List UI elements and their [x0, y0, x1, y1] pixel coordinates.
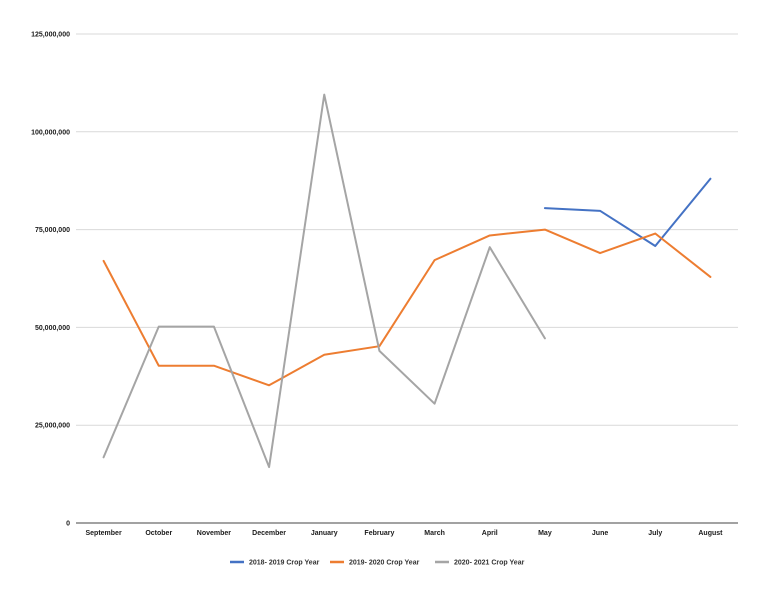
x-tick-label-december: December [252, 530, 286, 537]
data-point-2019-2020-crop-year-january [323, 354, 325, 356]
series-2018-2019-crop-year [543, 177, 712, 248]
data-point-2019-2020-crop-year-august [709, 276, 711, 278]
series-2020-2021-crop-year [102, 93, 546, 469]
data-point-2020-2021-crop-year-february [378, 350, 380, 352]
y-tick-label: 0 [66, 521, 70, 528]
legend-item-2018-2019-crop-year: 2018- 2019 Crop Year [230, 560, 320, 567]
x-tick-label-march: March [424, 530, 445, 537]
data-point-2019-2020-crop-year-september [103, 260, 105, 262]
x-tick-label-january: January [311, 530, 338, 537]
data-point-2019-2020-crop-year-november [213, 365, 215, 367]
data-point-2020-2021-crop-year-march [434, 403, 436, 405]
x-tick-label-june: June [592, 530, 608, 537]
data-point-2018-2019-crop-year-june [599, 210, 601, 212]
legend-label: 2019- 2020 Crop Year [349, 560, 420, 567]
data-point-2019-2020-crop-year-june [599, 252, 601, 254]
data-point-2018-2019-crop-year-may [544, 207, 546, 209]
data-point-2020-2021-crop-year-november [213, 326, 215, 328]
data-point-2020-2021-crop-year-april [489, 246, 491, 248]
x-axis-tick-labels: September October November December January F… [85, 530, 723, 537]
y-tick-label: 75,000,000 [35, 227, 70, 234]
series-line-2019-2020-crop-year [102, 228, 712, 387]
series-lines [102, 93, 712, 469]
x-tick-label-october: October [145, 530, 172, 537]
x-tick-label-july: July [648, 530, 662, 537]
data-point-2018-2019-crop-year-july [654, 245, 656, 247]
y-tick-label: 50,000,000 [35, 325, 70, 332]
series-line-2018-2019-crop-year [543, 177, 712, 248]
y-tick-label: 25,000,000 [35, 423, 70, 430]
x-tick-label-november: November [197, 530, 232, 537]
x-tick-label-september: September [85, 530, 121, 537]
data-point-2020-2021-crop-year-january [323, 94, 325, 96]
data-point-2020-2021-crop-year-september [103, 456, 105, 458]
data-point-2019-2020-crop-year-december [268, 384, 270, 386]
legend: 2018- 2019 Crop Year 2019- 2020 Crop Year… [230, 560, 525, 567]
data-point-2020-2021-crop-year-december [268, 466, 270, 468]
y-axis-tick-labels: 0 25,000,000 50,000,000 75,000,000 100,000,0… [31, 32, 70, 528]
legend-label: 2018- 2019 Crop Year [249, 560, 320, 567]
x-tick-label-february: February [364, 530, 394, 537]
data-point-2019-2020-crop-year-april [489, 234, 491, 236]
data-point-2019-2020-crop-year-may [544, 229, 546, 231]
data-point-2018-2019-crop-year-august [709, 178, 711, 180]
legend-item-2019-2020-crop-year: 2019- 2020 Crop Year [330, 560, 420, 567]
data-point-2019-2020-crop-year-october [158, 365, 160, 367]
y-tick-label: 125,000,000 [31, 32, 70, 39]
x-tick-label-april: April [482, 530, 498, 537]
data-point-2020-2021-crop-year-may [544, 337, 546, 339]
data-point-2019-2020-crop-year-july [654, 233, 656, 235]
legend-item-2020-2021-crop-year: 2020- 2021 Crop Year [435, 560, 525, 567]
legend-label: 2020- 2021 Crop Year [454, 560, 525, 567]
series-2019-2020-crop-year [102, 228, 712, 387]
series-line-2020-2021-crop-year [102, 93, 546, 469]
y-tick-label: 100,000,000 [31, 129, 70, 136]
data-point-2019-2020-crop-year-march [434, 259, 436, 261]
x-tick-label-august: August [698, 530, 723, 537]
x-tick-label-may: May [538, 530, 552, 537]
data-point-2020-2021-crop-year-october [158, 326, 160, 328]
